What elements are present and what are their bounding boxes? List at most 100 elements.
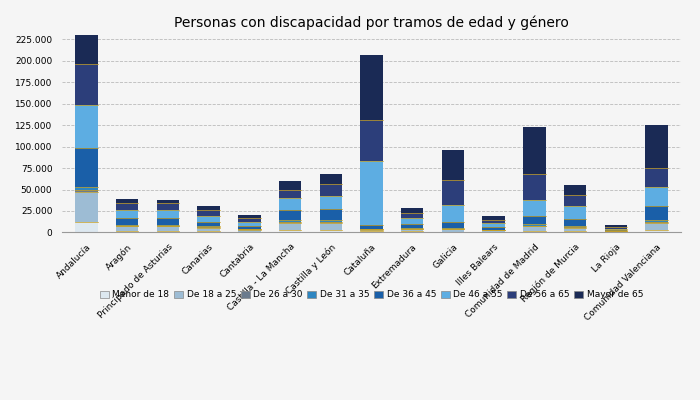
Bar <box>157 226 179 231</box>
Title: Personas con discapacidad por tramos de edad y género: Personas con discapacidad por tramos de … <box>174 15 569 30</box>
Bar <box>645 222 668 223</box>
Bar <box>564 227 587 228</box>
Bar <box>279 190 301 198</box>
Bar <box>279 220 301 222</box>
Bar <box>116 210 139 218</box>
Bar <box>442 180 464 204</box>
Bar <box>197 222 220 226</box>
Bar <box>238 222 260 226</box>
Bar <box>279 230 301 232</box>
Bar <box>76 148 98 187</box>
Bar <box>482 216 505 220</box>
Bar <box>645 206 668 220</box>
Bar <box>116 199 139 203</box>
Bar <box>523 200 545 216</box>
Bar <box>442 229 464 232</box>
Bar <box>76 187 98 190</box>
Bar <box>360 55 383 120</box>
Bar <box>645 230 668 232</box>
Bar <box>605 226 627 227</box>
Bar <box>564 226 587 227</box>
Bar <box>320 230 342 232</box>
Bar <box>401 231 424 232</box>
Bar <box>76 4 98 64</box>
Bar <box>564 228 587 231</box>
Bar <box>279 223 301 230</box>
Bar <box>197 226 220 227</box>
Bar <box>116 224 139 226</box>
Bar <box>279 181 301 190</box>
Bar <box>523 231 545 232</box>
Bar <box>157 231 179 232</box>
Bar <box>76 192 98 222</box>
Bar <box>320 196 342 209</box>
Bar <box>605 228 627 230</box>
Bar <box>238 215 260 218</box>
Bar <box>523 226 545 231</box>
Bar <box>76 222 98 232</box>
Bar <box>116 203 139 210</box>
Bar <box>401 228 424 229</box>
Bar <box>197 210 220 216</box>
Bar <box>157 224 179 226</box>
Bar <box>197 206 220 210</box>
Bar <box>482 223 505 227</box>
Bar <box>157 210 179 218</box>
Bar <box>564 231 587 232</box>
Bar <box>238 230 260 232</box>
Bar <box>523 216 545 224</box>
Bar <box>116 231 139 232</box>
Bar <box>116 218 139 224</box>
Bar <box>401 212 424 218</box>
Bar <box>360 161 383 225</box>
Bar <box>279 222 301 223</box>
Bar <box>197 227 220 228</box>
Bar <box>645 187 668 206</box>
Bar <box>197 231 220 232</box>
Bar <box>360 120 383 161</box>
Bar <box>645 168 668 187</box>
Bar <box>645 126 668 168</box>
Bar <box>279 210 301 220</box>
Bar <box>523 174 545 200</box>
Bar <box>279 198 301 210</box>
Bar <box>320 222 342 223</box>
Bar <box>401 224 424 228</box>
Bar <box>645 220 668 222</box>
Bar <box>401 229 424 231</box>
Bar <box>320 223 342 230</box>
Bar <box>401 208 424 212</box>
Bar <box>605 230 627 231</box>
Bar <box>564 206 587 219</box>
Bar <box>157 203 179 210</box>
Bar <box>320 220 342 222</box>
Bar <box>442 222 464 228</box>
Bar <box>564 195 587 206</box>
Bar <box>360 229 383 230</box>
Bar <box>442 204 464 222</box>
Bar <box>442 150 464 180</box>
Bar <box>157 218 179 224</box>
Bar <box>442 228 464 229</box>
Bar <box>401 218 424 224</box>
Bar <box>645 223 668 230</box>
Bar <box>482 220 505 223</box>
Bar <box>360 230 383 231</box>
Bar <box>157 200 179 203</box>
Bar <box>76 64 98 105</box>
Bar <box>320 174 342 184</box>
Bar <box>76 190 98 192</box>
Bar <box>605 227 627 228</box>
Bar <box>523 224 545 226</box>
Bar <box>76 105 98 148</box>
Bar <box>360 231 383 232</box>
Bar <box>320 209 342 220</box>
Bar <box>482 230 505 232</box>
Legend: Menor de 18, De 18 a 25, De 26 a 30, De 31 a 35, De 36 a 45, De 46 a 55, De 56 a: Menor de 18, De 18 a 25, De 26 a 30, De … <box>96 287 647 303</box>
Bar <box>116 226 139 231</box>
Bar <box>238 226 260 229</box>
Bar <box>320 184 342 196</box>
Bar <box>197 216 220 222</box>
Bar <box>238 218 260 222</box>
Bar <box>564 219 587 226</box>
